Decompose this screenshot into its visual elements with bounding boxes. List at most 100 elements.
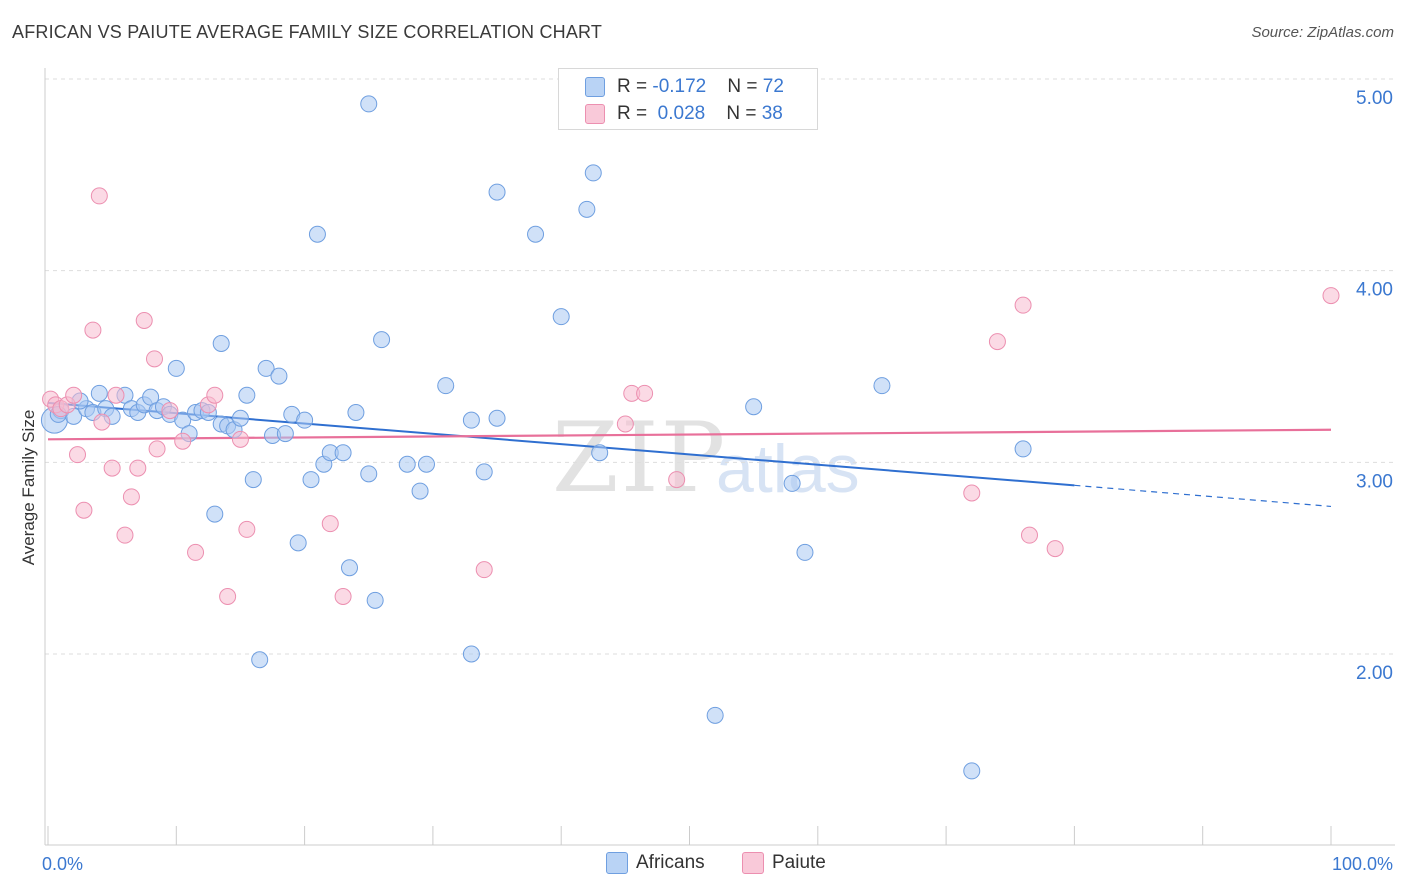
paiute-point: [90, 187, 108, 205]
paiute-swatch: [585, 104, 605, 124]
r-label: R =: [617, 103, 653, 124]
legend-text-africans: R = -0.172 N = 72: [617, 76, 784, 98]
african-point: [584, 164, 602, 182]
r-label: R =: [617, 76, 653, 97]
african-point: [251, 651, 269, 669]
paiute-point: [84, 321, 102, 339]
watermark-atlas: atlas: [716, 431, 860, 507]
african-point: [745, 398, 763, 416]
african-point: [276, 425, 294, 443]
paiute-point: [963, 484, 981, 502]
y-tick-label: 2.00: [1356, 663, 1393, 684]
watermark-zip: ZIP: [552, 402, 728, 514]
correlation-legend: R = -0.172 N = 72 R = 0.028 N = 38: [558, 68, 818, 130]
paiute-point: [475, 561, 493, 579]
paiute-point: [129, 459, 147, 477]
african-point: [360, 95, 378, 113]
paiute-point: [1322, 287, 1340, 305]
african-point: [257, 359, 275, 377]
paiute-legend-swatch: [742, 852, 764, 874]
paiute-point: [93, 413, 111, 431]
african-point: [341, 559, 359, 577]
african-point: [873, 377, 891, 395]
paiute-legend-label: Paiute: [772, 852, 826, 874]
african-point: [244, 471, 262, 489]
paiute-point: [65, 386, 83, 404]
african-point: [270, 367, 288, 385]
african-point: [411, 482, 429, 500]
african-point: [347, 404, 365, 421]
paiute-point: [187, 543, 205, 561]
african-point: [366, 591, 384, 609]
paiute-point: [103, 459, 121, 477]
africans-legend-swatch: [606, 852, 628, 874]
african-point: [212, 335, 230, 352]
african-point: [398, 455, 416, 473]
axis-labels: 2.00 3.00 4.00 5.00 0.0% 100.0% Average Family…: [19, 88, 1393, 874]
paiute-point: [206, 386, 224, 404]
africans-trend-extension: [1074, 484, 1332, 508]
paiute-point: [75, 501, 93, 519]
paiute-point: [231, 430, 249, 448]
chart-title: AFRICAN VS PAIUTE AVERAGE FAMILY SIZE CO…: [12, 22, 603, 42]
r-value: 0.028: [657, 103, 706, 124]
paiute-point: [148, 440, 166, 458]
grid-lines: [45, 78, 1395, 655]
y-axis-label: Average Family Size: [19, 410, 38, 566]
paiute-point: [636, 384, 654, 402]
bottom-legend-africans: Africans: [606, 852, 705, 874]
african-point: [308, 225, 326, 243]
y-tick-label: 5.00: [1356, 88, 1393, 109]
african-point: [488, 183, 506, 201]
legend-text-paiute: R = 0.028 N = 38: [617, 103, 783, 125]
african-point: [289, 534, 307, 552]
african-point: [591, 444, 609, 462]
african-point: [437, 377, 455, 395]
africans-legend-label: Africans: [636, 852, 705, 874]
x-tick-label-min: 0.0%: [42, 854, 83, 874]
paiute-point: [238, 520, 256, 538]
axes: [44, 68, 1395, 846]
paiute-point: [1014, 296, 1032, 314]
african-point: [334, 444, 352, 462]
n-value: 72: [762, 76, 784, 97]
y-tick-label: 4.00: [1356, 280, 1393, 301]
paiute-point: [334, 588, 352, 605]
african-point: [783, 474, 801, 492]
data-points: [40, 95, 1340, 780]
african-point: [1014, 440, 1032, 458]
african-point: [302, 471, 320, 489]
african-point: [206, 505, 224, 523]
african-point: [417, 455, 435, 473]
african-point: [462, 411, 480, 429]
african-point: [527, 225, 545, 243]
african-point: [475, 463, 493, 481]
paiute-point: [107, 386, 125, 404]
paiute-point: [69, 446, 87, 464]
paiute-point: [1020, 526, 1038, 544]
paiute-point: [161, 402, 179, 420]
african-point: [373, 331, 391, 349]
african-point: [360, 465, 378, 483]
paiute-point: [174, 432, 192, 450]
paiute-point: [116, 526, 134, 544]
r-value: -0.172: [652, 76, 707, 97]
paiute-point: [122, 488, 140, 506]
paiute-point: [668, 471, 686, 489]
paiute-point: [616, 415, 634, 433]
paiute-point: [145, 350, 163, 368]
african-point: [552, 308, 570, 326]
paiute-trend-line: [47, 428, 1332, 441]
paiute-point: [988, 333, 1006, 351]
n-label: N =: [726, 103, 762, 124]
african-point: [462, 645, 480, 663]
x-tick-label-max: 100.0%: [1332, 854, 1393, 874]
african-point: [706, 706, 724, 724]
n-label: N =: [727, 76, 763, 97]
africans-swatch: [585, 77, 605, 97]
source-label: Source: ZipAtlas.com: [1251, 24, 1394, 41]
paiute-point: [321, 515, 339, 533]
paiute-point: [1046, 540, 1064, 558]
african-point: [963, 762, 981, 780]
